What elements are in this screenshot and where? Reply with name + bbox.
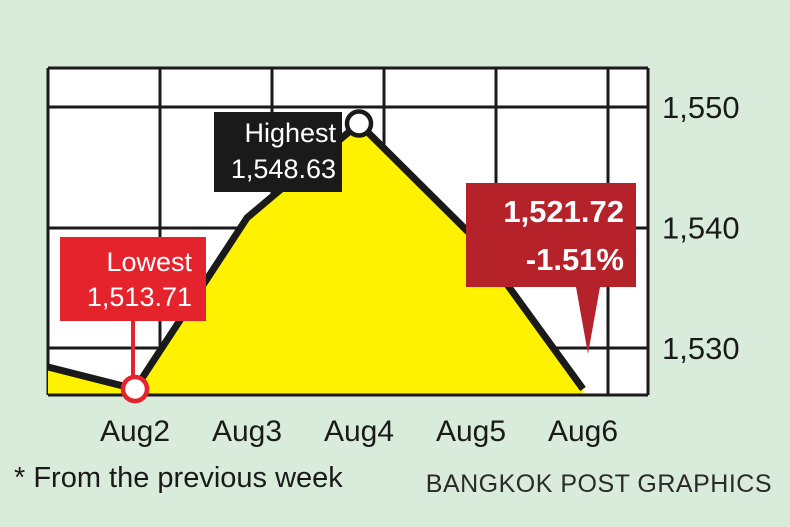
x-tick-label: Aug5 bbox=[436, 415, 506, 448]
x-tick-label: Aug6 bbox=[548, 415, 618, 448]
x-tick-label: Aug3 bbox=[212, 415, 282, 448]
y-tick-label: 1,540 bbox=[662, 211, 740, 246]
lowest-label: Lowest bbox=[106, 247, 192, 277]
highest-label: Highest bbox=[244, 118, 336, 148]
x-tick-label: Aug2 bbox=[100, 415, 170, 448]
price-chart: Aug2 Aug3 Aug4 Aug5 Aug6 1,550 1,540 1,530 Low… bbox=[46, 66, 740, 448]
last-change: -1.51% bbox=[526, 242, 624, 277]
last-value: 1,521.72 bbox=[503, 194, 624, 229]
lowest-value: 1,513.71 bbox=[87, 282, 192, 312]
highest-annotation: Highest 1,548.63 bbox=[214, 112, 342, 192]
highest-value: 1,548.63 bbox=[231, 154, 336, 184]
credit: BANGKOK POST GRAPHICS bbox=[425, 470, 772, 498]
last-annotation: 1,521.72 -1.51% bbox=[466, 183, 636, 354]
y-tick-label: 1,550 bbox=[662, 90, 740, 125]
highest-marker bbox=[344, 109, 374, 138]
x-tick-label: Aug4 bbox=[324, 415, 394, 448]
footnote: * From the previous week bbox=[14, 462, 343, 494]
lowest-marker bbox=[120, 374, 150, 404]
y-tick-label: 1,530 bbox=[662, 331, 740, 366]
area-fill bbox=[48, 123, 583, 396]
lowest-annotation: Lowest 1,513.71 bbox=[60, 237, 206, 376]
